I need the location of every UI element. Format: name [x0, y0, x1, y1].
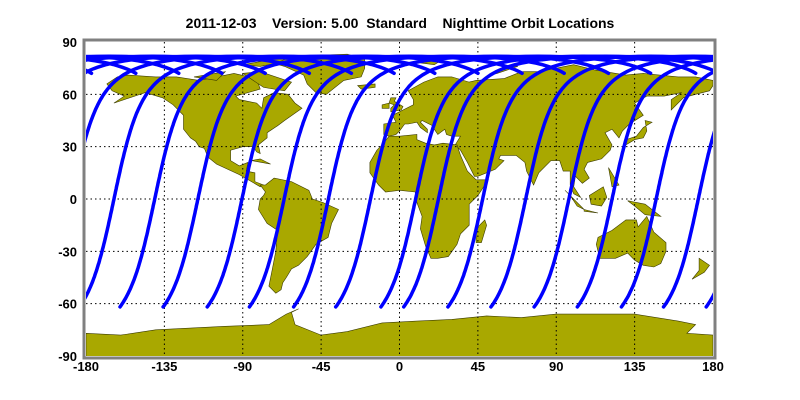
map-title: 2011-12-03 Version: 5.00 Standard Nightt… [185, 15, 615, 31]
land-borneo [588, 186, 608, 207]
x-tick-label: 45 [471, 359, 485, 374]
orbit-track [118, 54, 437, 309]
orbit-track [575, 58, 713, 309]
orbit-track [0, 56, 69, 307]
orbit-track [379, 54, 698, 309]
land-antarctica [86, 308, 713, 356]
orbit-track [532, 54, 713, 309]
orbit-track [86, 54, 396, 300]
y-tick-label: -30 [58, 244, 77, 259]
x-tick-label: -135 [151, 359, 177, 374]
land-new-zealand [691, 257, 710, 280]
land-java [583, 209, 599, 214]
x-tick-label: 90 [549, 359, 563, 374]
orbit-track [86, 68, 94, 76]
orbit-tracks [0, 54, 800, 309]
x-tick-label: 0 [396, 359, 403, 374]
orbit-track [489, 54, 713, 309]
orbit-track [333, 54, 653, 309]
orbit-track [291, 54, 611, 309]
land-ireland [381, 102, 390, 109]
y-tick-label: 0 [70, 192, 77, 207]
x-tick-label: -180 [73, 359, 99, 374]
land-north-america [106, 73, 303, 188]
y-tick-label: 60 [63, 87, 77, 102]
x-axis-ticks: -180 -135 -90 -45 0 45 90 135 180 [73, 359, 724, 374]
orbit-track [161, 54, 480, 309]
orbit-track [86, 54, 354, 144]
y-tick-label: 30 [63, 140, 77, 155]
x-tick-label: 135 [624, 359, 646, 374]
land-greenland [271, 53, 366, 95]
plot-frame [82, 38, 717, 360]
x-tick-label: -45 [312, 359, 331, 374]
land-south-america [258, 177, 339, 294]
orbit-track [247, 54, 566, 309]
orbit-track [619, 70, 713, 309]
x-tick-label: 180 [702, 359, 724, 374]
orbit-track [661, 130, 713, 309]
orbit-track [790, 56, 800, 307]
orbit-track [401, 54, 713, 309]
x-tick-label: -90 [233, 359, 252, 374]
y-tick-label: -90 [58, 349, 77, 364]
land-japan [625, 120, 653, 146]
orbit-track [446, 54, 713, 309]
land-cuba [251, 158, 271, 165]
orbit-track [205, 54, 524, 309]
orbit-track [704, 292, 713, 309]
orbit-track [747, 56, 800, 307]
orbit-track [86, 54, 312, 76]
y-tick-label: -60 [58, 297, 77, 312]
y-axis-ticks: 90 60 30 0 -30 -60 -90 [58, 35, 77, 364]
orbit-track [0, 56, 24, 307]
y-tick-label: 90 [63, 35, 77, 50]
